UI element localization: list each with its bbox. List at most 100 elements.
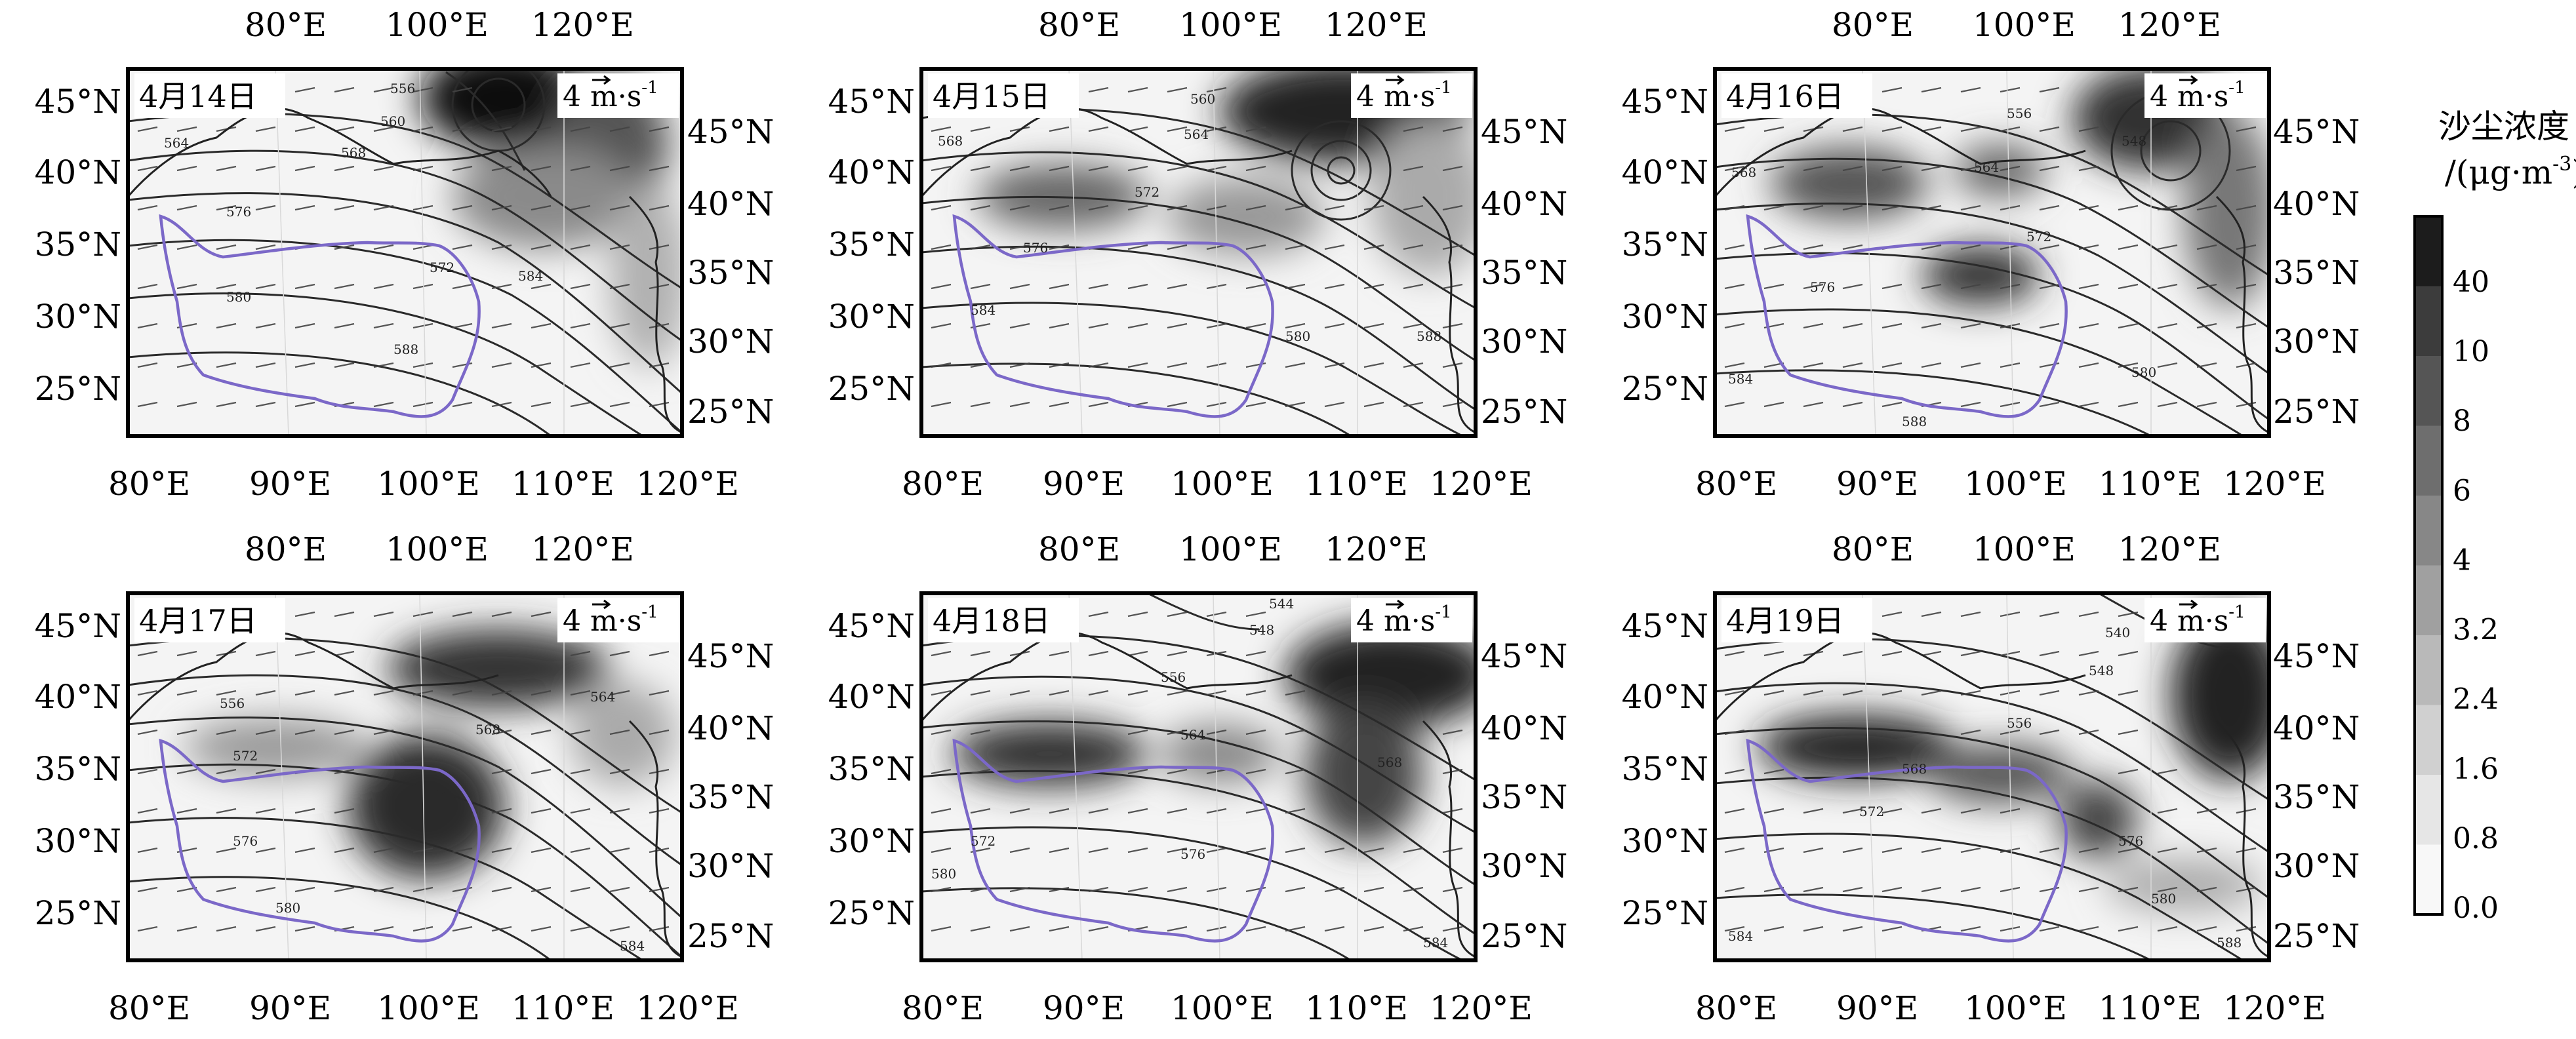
wind-reference-key: 4 m·s-1 xyxy=(557,598,679,642)
date-label-box xyxy=(1721,598,1872,642)
geopotential-contours xyxy=(1715,593,2269,960)
right-tick-label: 25°N xyxy=(2273,393,2360,431)
bottom-tick-label: 80°E xyxy=(108,989,190,1027)
top-tick-label: 120°E xyxy=(2118,6,2221,44)
right-tick-label: 40°N xyxy=(2273,709,2360,747)
svg-text:4 m·s-1: 4 m·s-1 xyxy=(2150,78,2245,113)
left-tick-label: 30°N xyxy=(35,298,121,336)
left-tick-label: 45°N xyxy=(828,83,915,121)
contour-label: 584 xyxy=(1728,371,1753,387)
right-tick-label: 40°N xyxy=(687,185,774,223)
left-tick-label: 25°N xyxy=(1622,370,1708,408)
colorbar-band xyxy=(2415,775,2442,846)
map-panel-apr16: 548 556 564 568 572 576 580 584 588 4月16… xyxy=(1713,67,2271,438)
map-panel-apr18: 544 548 556 564 568 572 576 580 584 4月18… xyxy=(919,591,1478,962)
contour-label: 576 xyxy=(1180,846,1205,862)
date-label-box xyxy=(134,73,285,118)
contour-labels: 556 560 564 568 576 572 580 584 588 xyxy=(164,81,543,357)
geopotential-contours xyxy=(921,108,1476,436)
bottom-tick-label: 90°E xyxy=(249,989,331,1027)
colorbar-tick-label: 0.0 xyxy=(2453,892,2499,925)
bottom-tick-label: 80°E xyxy=(1695,465,1777,503)
date-label-box xyxy=(928,73,1079,118)
contour-label: 564 xyxy=(1184,127,1209,142)
colorbar-bands xyxy=(2415,216,2442,915)
contour-label: 564 xyxy=(590,689,615,705)
country-border xyxy=(921,108,1476,434)
bottom-tick-label: 120°E xyxy=(2223,465,2326,503)
bottom-tick-label: 90°E xyxy=(1836,465,1918,503)
left-tick-label: 30°N xyxy=(35,822,121,860)
right-tick-label: 40°N xyxy=(2273,185,2360,223)
date-label-box xyxy=(1721,73,1872,118)
contour-label: 572 xyxy=(430,260,454,275)
top-tick-label: 100°E xyxy=(1973,530,2076,568)
contour-label: 572 xyxy=(1859,804,1884,819)
contour-label: 584 xyxy=(518,268,543,284)
right-tick-label: 45°N xyxy=(687,113,774,151)
right-tick-label: 40°N xyxy=(687,709,774,747)
left-tick-label: 35°N xyxy=(828,750,915,788)
left-tick-label: 30°N xyxy=(1622,298,1708,336)
wind-reference-key: 4 m·s-1 xyxy=(557,73,679,118)
panel-frame xyxy=(126,591,684,962)
wind-arrow-icon xyxy=(592,599,611,610)
country-border xyxy=(128,632,682,958)
graticule xyxy=(275,593,565,960)
left-tick-label: 40°N xyxy=(1622,153,1708,191)
plateau-boundary xyxy=(1746,738,2068,943)
left-tick-label: 35°N xyxy=(1622,225,1708,264)
right-tick-label: 35°N xyxy=(2273,254,2360,292)
contour-labels: 540 548 556 568 572 576 580 584 588 xyxy=(1728,625,2242,951)
colorbar-unit: /(μg·m-3) xyxy=(2445,153,2576,191)
right-tick-label: 30°N xyxy=(1481,847,1567,885)
wind-reference-key: 4 m·s-1 xyxy=(2144,598,2266,642)
graticule xyxy=(1862,69,2152,436)
right-tick-label: 30°N xyxy=(1481,323,1567,361)
right-tick-label: 25°N xyxy=(1481,917,1567,955)
contour-label: 568 xyxy=(475,722,500,737)
date-label-box xyxy=(134,598,285,642)
top-tick-label: 100°E xyxy=(386,530,489,568)
contour-label: 560 xyxy=(1190,91,1215,107)
bottom-tick-label: 80°E xyxy=(902,465,984,503)
colorbar-tick-label: 6 xyxy=(2453,474,2471,507)
contour-label: 568 xyxy=(1377,755,1402,770)
wind-barbs xyxy=(931,611,1463,932)
contour-label: 548 xyxy=(2122,133,2146,149)
right-tick-label: 35°N xyxy=(1481,254,1567,292)
colorbar: 沙尘浓度 /(μg·m-3) 40 10 8 6 4 3.2 2.4 1.6 0.8 0.0 xyxy=(2413,108,2576,925)
wind-arrow-icon xyxy=(1386,75,1405,85)
bottom-tick-label: 120°E xyxy=(636,989,739,1027)
contour-label: 580 xyxy=(275,900,300,916)
panel-frame xyxy=(919,591,1478,962)
contour-label: 584 xyxy=(1423,935,1448,951)
contour-label: 568 xyxy=(938,133,963,149)
plateau-boundary xyxy=(1746,214,2068,418)
bottom-tick-label: 110°E xyxy=(1305,989,1408,1027)
bottom-tick-label: 90°E xyxy=(1043,989,1125,1027)
top-tick-label: 120°E xyxy=(1325,6,1428,44)
right-tick-label: 25°N xyxy=(687,393,774,431)
bottom-tick-label: 100°E xyxy=(1171,989,1274,1027)
colorbar-tick-label: 2.4 xyxy=(2453,683,2499,716)
bottom-tick-label: 100°E xyxy=(1964,989,2067,1027)
panel-date-label: 4月15日 xyxy=(933,79,1051,114)
country-border xyxy=(921,632,1476,958)
left-tick-label: 45°N xyxy=(1622,607,1708,645)
contour-label: 576 xyxy=(233,833,258,849)
panel-date-label: 4月18日 xyxy=(933,603,1051,638)
left-tick-label: 35°N xyxy=(35,750,121,788)
contour-labels: 556 564 568 572 576 580 584 xyxy=(220,689,645,954)
contour-label: 564 xyxy=(1974,159,1999,175)
panel-date-label: 4月14日 xyxy=(139,79,257,114)
wind-reference-key: 4 m·s-1 xyxy=(2144,73,2266,118)
bottom-tick-label: 100°E xyxy=(377,989,480,1027)
left-tick-label: 25°N xyxy=(828,894,915,932)
map-panel-apr19: 540 548 556 568 572 576 580 584 588 4月19… xyxy=(1713,591,2271,962)
panel-frame xyxy=(919,67,1478,438)
top-tick-label: 80°E xyxy=(1832,530,1914,568)
svg-text:4 m·s-1: 4 m·s-1 xyxy=(563,602,658,638)
wind-arrow-icon xyxy=(592,75,611,85)
bottom-tick-label: 80°E xyxy=(108,465,190,503)
